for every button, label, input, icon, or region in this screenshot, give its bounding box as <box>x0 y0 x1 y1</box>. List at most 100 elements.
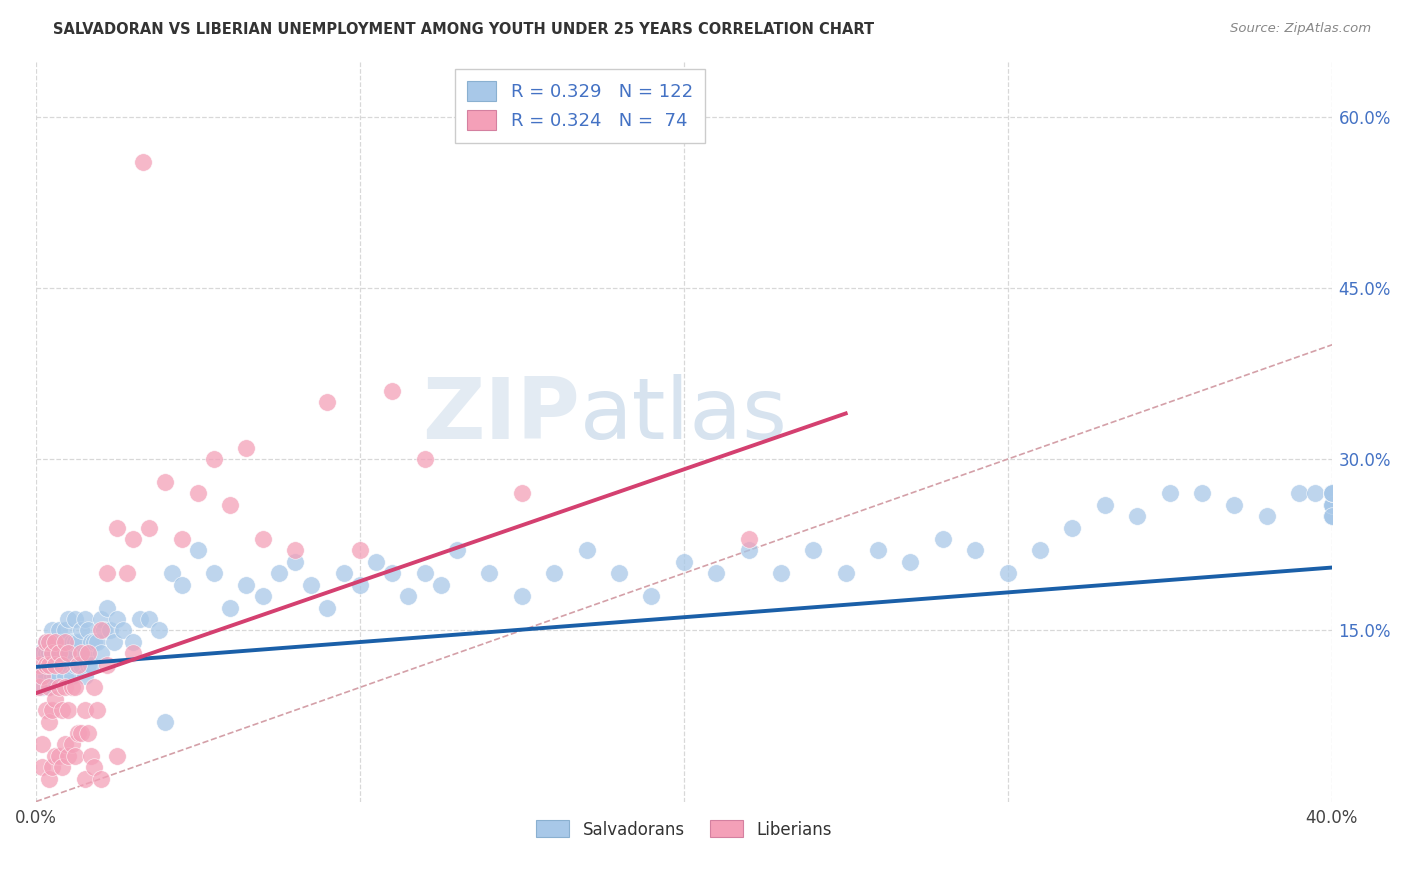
Point <box>1320 498 1343 512</box>
Point <box>93 624 115 638</box>
Point <box>1191 486 1213 500</box>
Point <box>34 669 56 683</box>
Point <box>70 624 93 638</box>
Point <box>53 738 76 752</box>
Point <box>413 452 436 467</box>
Text: Source: ZipAtlas.com: Source: ZipAtlas.com <box>1230 22 1371 36</box>
Point <box>70 646 93 660</box>
Point <box>997 566 1019 581</box>
Point <box>90 646 112 660</box>
Point <box>34 657 56 672</box>
Point <box>28 657 51 672</box>
Point <box>769 566 792 581</box>
Point <box>284 543 307 558</box>
Point <box>38 681 60 695</box>
Point <box>1320 509 1343 524</box>
Point <box>478 566 501 581</box>
Point <box>63 612 86 626</box>
Point <box>41 646 63 660</box>
Point <box>252 532 274 546</box>
Point <box>965 543 987 558</box>
Point <box>31 669 53 683</box>
Point <box>41 703 63 717</box>
Point <box>48 657 70 672</box>
Point <box>70 657 93 672</box>
Point <box>44 634 66 648</box>
Point <box>58 612 80 626</box>
Point <box>105 612 128 626</box>
Point <box>510 486 533 500</box>
Point <box>76 646 98 660</box>
Point <box>28 646 51 660</box>
Point <box>53 681 76 695</box>
Point <box>1320 509 1343 524</box>
Point <box>1320 498 1343 512</box>
Point <box>38 657 60 672</box>
Point <box>148 624 170 638</box>
Point <box>932 532 955 546</box>
Point <box>96 600 118 615</box>
Point <box>1320 486 1343 500</box>
Point <box>67 657 90 672</box>
Point <box>1320 486 1343 500</box>
Point <box>316 395 339 409</box>
Point <box>202 452 225 467</box>
Point <box>381 566 404 581</box>
Point <box>413 566 436 581</box>
Point <box>70 726 93 740</box>
Point <box>267 566 290 581</box>
Point <box>44 634 66 648</box>
Point <box>543 566 565 581</box>
Point <box>187 486 209 500</box>
Point <box>44 646 66 660</box>
Point <box>76 726 98 740</box>
Point <box>103 634 125 648</box>
Point <box>60 738 83 752</box>
Point <box>60 634 83 648</box>
Point <box>349 577 371 591</box>
Legend: Salvadorans, Liberians: Salvadorans, Liberians <box>529 814 838 846</box>
Point <box>48 681 70 695</box>
Point <box>41 624 63 638</box>
Point <box>73 646 96 660</box>
Point <box>235 441 257 455</box>
Point <box>868 543 890 558</box>
Point <box>51 760 73 774</box>
Point <box>235 577 257 591</box>
Point <box>219 600 242 615</box>
Point <box>38 646 60 660</box>
Point <box>73 703 96 717</box>
Point <box>48 624 70 638</box>
Point <box>1305 486 1327 500</box>
Point <box>1256 509 1278 524</box>
Text: SALVADORAN VS LIBERIAN UNEMPLOYMENT AMONG YOUTH UNDER 25 YEARS CORRELATION CHART: SALVADORAN VS LIBERIAN UNEMPLOYMENT AMON… <box>53 22 875 37</box>
Point <box>38 681 60 695</box>
Point <box>187 543 209 558</box>
Point <box>1320 509 1343 524</box>
Point <box>122 532 145 546</box>
Point <box>67 634 90 648</box>
Point <box>34 646 56 660</box>
Point <box>155 475 177 489</box>
Point <box>38 634 60 648</box>
Point <box>44 748 66 763</box>
Point <box>63 748 86 763</box>
Point <box>155 714 177 729</box>
Point <box>834 566 856 581</box>
Point <box>96 566 118 581</box>
Point <box>1288 486 1310 500</box>
Point <box>53 646 76 660</box>
Point <box>284 555 307 569</box>
Point <box>1320 509 1343 524</box>
Point <box>349 543 371 558</box>
Point <box>73 669 96 683</box>
Point <box>704 566 727 581</box>
Point <box>83 634 105 648</box>
Point <box>510 589 533 603</box>
Point <box>31 760 53 774</box>
Point <box>1320 486 1343 500</box>
Point <box>60 681 83 695</box>
Point <box>41 760 63 774</box>
Point <box>83 760 105 774</box>
Point <box>44 691 66 706</box>
